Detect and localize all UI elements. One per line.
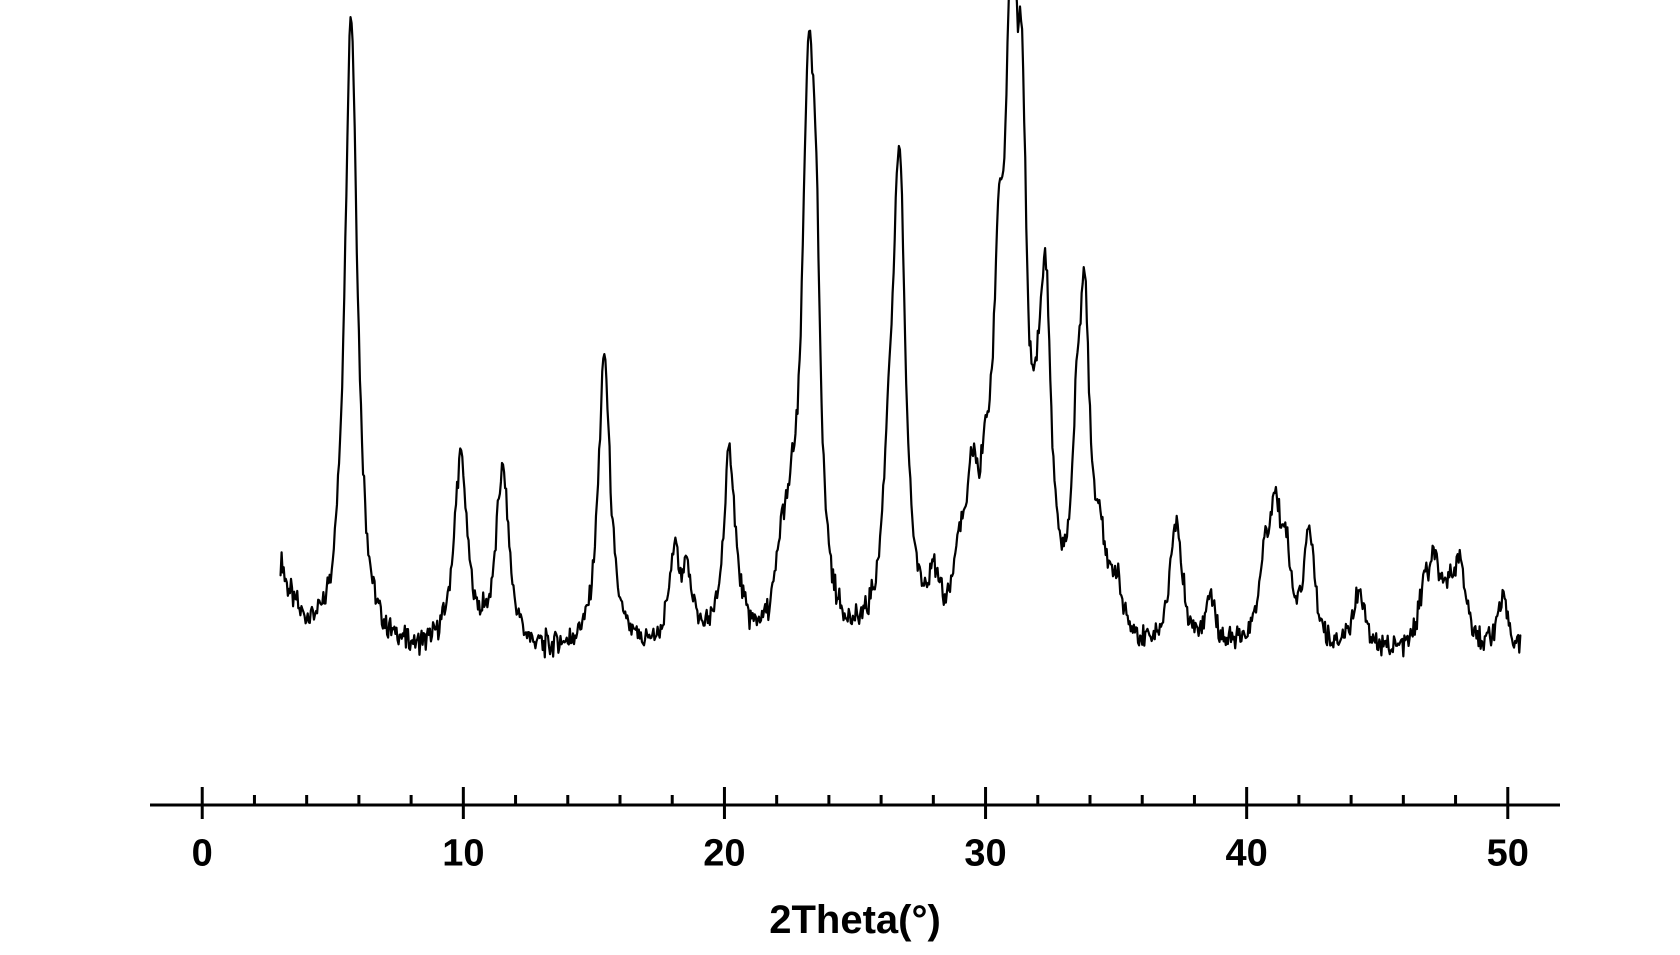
- x-tick-label: 10: [442, 832, 484, 874]
- x-tick-label: 0: [192, 832, 213, 874]
- x-tick-label: 40: [1226, 832, 1268, 874]
- spectrum-line: [281, 0, 1521, 657]
- xrd-svg: 0 10 20 30 40 50 2Theta(°): [0, 0, 1680, 955]
- x-tick-label: 30: [964, 832, 1006, 874]
- x-tick-label: 20: [703, 832, 745, 874]
- x-tick-label: 50: [1487, 832, 1529, 874]
- x-axis-title: 2Theta(°): [769, 898, 941, 942]
- xrd-chart: 0 10 20 30 40 50 2Theta(°): [0, 0, 1680, 955]
